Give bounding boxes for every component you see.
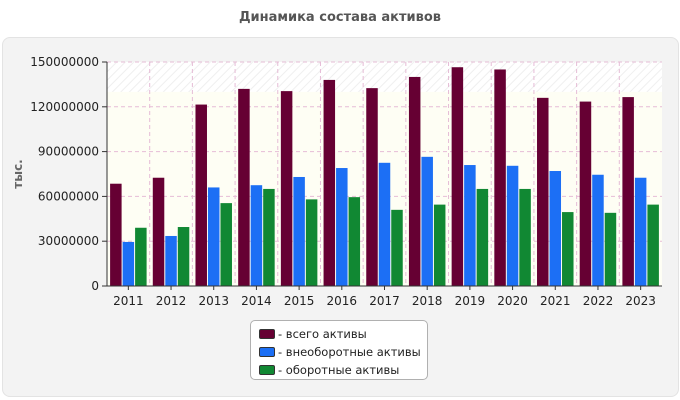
bar [366,88,378,286]
x-tick-label: 2012 [156,294,187,308]
chart-title: Динамика состава активов [238,10,442,25]
legend-item-current-assets: - оборотные активы [251,361,427,379]
y-tick-label: 30000000 [38,234,99,248]
bar [408,76,421,286]
legend-label: - оборотные активы [278,363,400,377]
y-tick-label: 60000000 [38,189,99,203]
bar [549,171,562,286]
bar [562,212,574,286]
x-tick-label: 2018 [412,294,443,308]
bar [220,203,232,286]
legend-swatch [259,347,275,357]
bar [293,176,305,286]
bar [622,97,634,287]
x-tick-label: 2011 [113,294,144,308]
bar [451,67,464,286]
bar [263,188,275,286]
bar [250,185,263,286]
bar [604,212,617,286]
legend-swatch [259,365,275,375]
legend-label: - внеоборотные активы [278,345,421,359]
x-tick-label: 2014 [241,294,272,308]
x-tick-label: 2021 [540,294,571,308]
x-tick-label: 2022 [583,294,614,308]
x-tick-label: 2019 [455,294,486,308]
bar [506,165,519,286]
y-axis-label: тыс. [11,159,25,188]
bar [195,104,207,286]
y-tick-label: 120000000 [30,100,99,114]
x-tick-label: 2020 [497,294,528,308]
bar [323,79,336,286]
bar [152,177,165,286]
y-tick-label: 150000000 [30,55,99,69]
x-tick-label: 2017 [369,294,400,308]
x-tick-label: 2013 [198,294,229,308]
bar [391,209,403,286]
legend-label: - всего активы [278,327,367,341]
legend-item-total-assets: - всего активы [251,325,427,343]
bar [305,199,318,286]
bar [238,88,250,286]
bar [433,204,446,286]
plot-background-hatch [107,62,662,92]
bar [579,101,592,286]
legend-swatch [259,329,275,339]
bar [494,69,506,286]
bar [647,204,659,286]
x-tick-label: 2016 [327,294,358,308]
bar [207,187,220,286]
x-tick-label: 2015 [284,294,315,308]
y-tick-label: 0 [91,279,99,293]
bar [165,235,177,286]
bar [378,162,391,286]
y-tick-label: 90000000 [38,145,99,159]
bar [135,227,147,286]
x-tick-label: 2023 [625,294,656,308]
bar [336,168,348,286]
legend-item-noncurrent-assets: - внеоборотные активы [251,343,427,361]
bar [122,241,135,286]
bar [634,177,647,286]
chart-legend: - всего активы - внеоборотные активы - о… [250,320,428,380]
bar [519,188,531,286]
bar [177,227,190,286]
bar [280,91,293,287]
bar [348,197,361,286]
bar [421,156,433,286]
bar [592,174,604,286]
bar [537,97,549,286]
bar [476,188,489,286]
bar [110,183,122,286]
bar [464,165,476,286]
